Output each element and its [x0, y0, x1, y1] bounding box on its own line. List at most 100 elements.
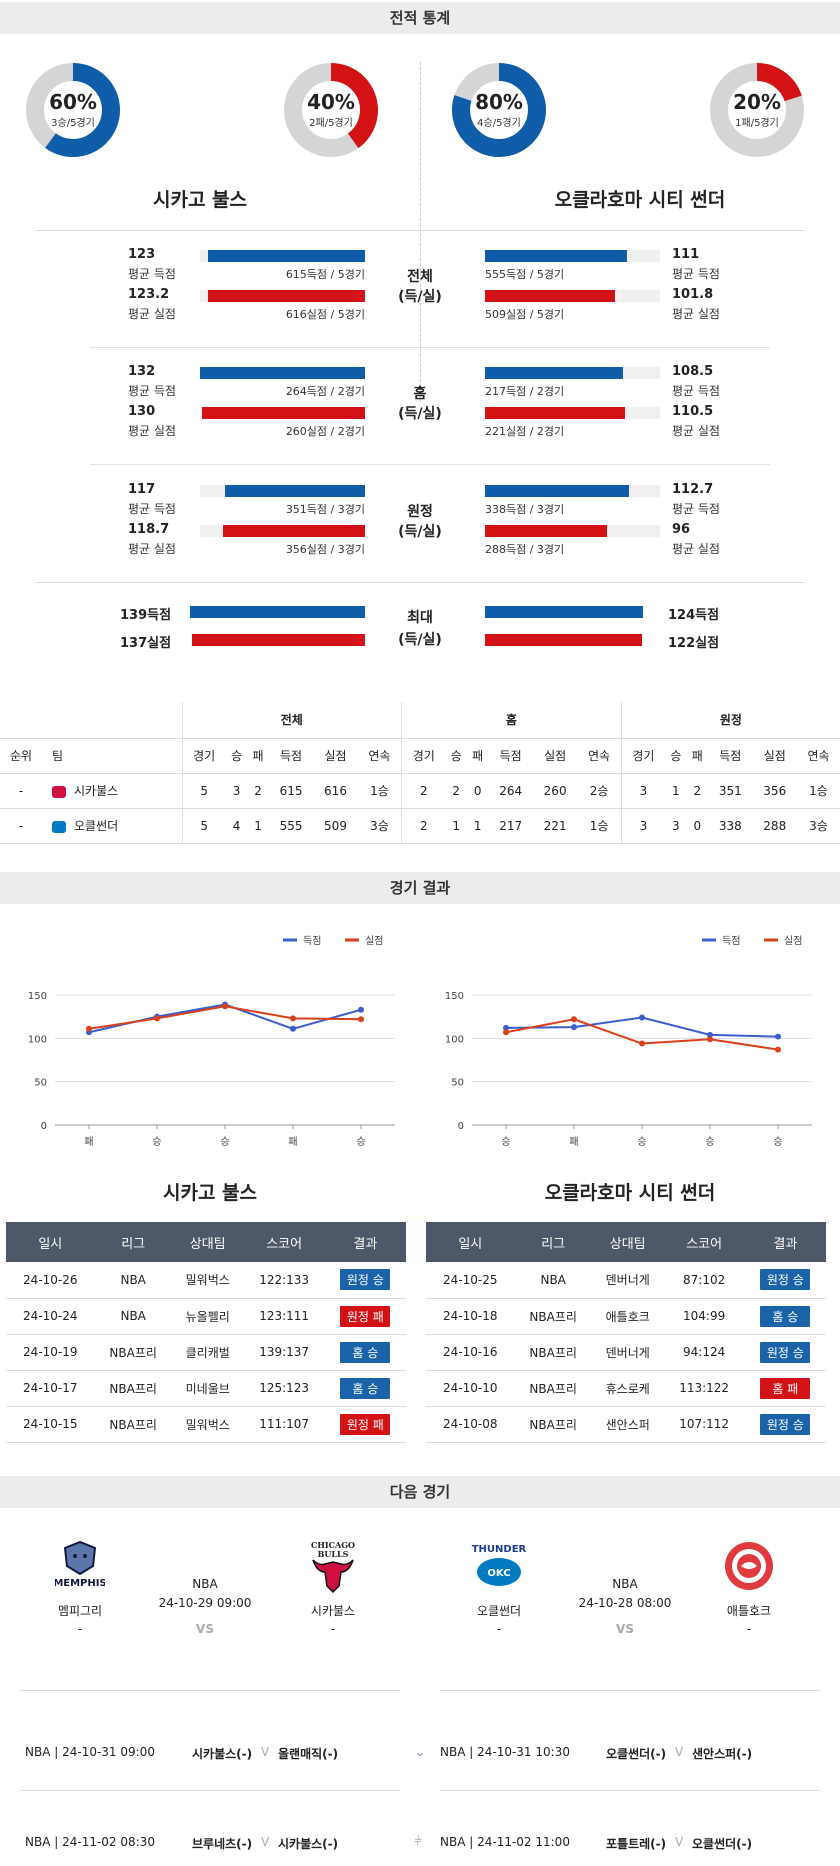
conceded-point[interactable]	[775, 1046, 781, 1053]
legend-conceded: 실점	[365, 935, 383, 947]
stat-cell: 2	[401, 808, 446, 844]
fixture-right-home[interactable]: 포틀트레(-)	[606, 1837, 667, 1851]
memphis-logo[interactable]: MEMPHIS	[53, 1540, 107, 1595]
chevron-down-icon[interactable]: ⫩	[414, 1834, 423, 1850]
left-stat-label: 평균 득점	[128, 384, 176, 398]
donut-arc	[452, 63, 546, 157]
team-cell[interactable]: 오클썬더	[42, 808, 183, 844]
right-stat-label: 평균 득점	[672, 267, 720, 281]
conceded-point[interactable]	[222, 1003, 228, 1010]
right-stat-bar-text: 221실점 / 2경기	[485, 425, 565, 438]
result-badge: 원정 승	[340, 1269, 391, 1291]
result-league: NBA	[94, 1262, 172, 1299]
conceded-point[interactable]	[707, 1036, 713, 1043]
right-stat-bar	[485, 485, 629, 497]
result-opponent[interactable]: 밀워벅스	[171, 1406, 244, 1443]
result-opponent[interactable]: 휴스로케	[591, 1370, 664, 1407]
left-stat-bar-text: 356실점 / 3경기	[285, 543, 365, 556]
col-header: 승	[665, 738, 687, 774]
conceded-point[interactable]	[154, 1015, 160, 1022]
result-opponent[interactable]: 미네울브	[171, 1370, 244, 1407]
hawks-logo[interactable]	[723, 1540, 775, 1592]
stat-cell: 5	[182, 773, 226, 809]
col-header: 득점	[708, 738, 753, 774]
results-col-header: 리그	[94, 1222, 172, 1262]
conceded-line	[88, 1005, 362, 1030]
scored-point[interactable]	[358, 1006, 364, 1013]
stat-cell: 1승	[357, 773, 403, 809]
result-opponent[interactable]: 덴버너게	[591, 1262, 664, 1299]
group-away: 원정	[621, 702, 840, 739]
left-stat-label: 평균 득점	[128, 502, 176, 516]
chevron-down-icon[interactable]: ⌄	[414, 1744, 426, 1760]
fixture-left-home[interactable]: 브루네츠(-)	[192, 1837, 253, 1851]
next-right-league: NBA	[612, 1577, 638, 1591]
stat-cell: 5	[182, 808, 226, 844]
result-opponent[interactable]: 덴버너게	[591, 1334, 664, 1371]
conceded-point[interactable]	[86, 1025, 92, 1032]
legend-conceded: 실점	[784, 935, 802, 947]
result-opponent[interactable]: 밀워벅스	[171, 1262, 244, 1299]
team-cell[interactable]: 시카불스	[42, 773, 183, 809]
x-tick-label: 승	[501, 1136, 510, 1148]
stat-group-sublabel: (득/실)	[398, 289, 442, 305]
scored-point[interactable]	[639, 1014, 645, 1021]
results-col-header: 리그	[514, 1222, 592, 1262]
result-score: 122:133	[243, 1262, 325, 1299]
col-header: 실점	[752, 738, 797, 774]
y-tick-label: 150	[445, 991, 464, 1002]
fixture-right-home[interactable]: 오클썬더(-)	[606, 1747, 667, 1761]
col-rank: 순위	[0, 738, 42, 774]
max-right-bar	[485, 634, 642, 646]
stat-cell: 4	[225, 808, 248, 844]
result-opponent[interactable]: 클리캐벌	[171, 1334, 244, 1371]
result-league: NBA	[514, 1262, 592, 1299]
stat-cell: 3	[621, 808, 666, 844]
result-score: 104:99	[663, 1298, 745, 1335]
col-header: 승	[225, 738, 248, 774]
scored-point[interactable]	[775, 1033, 781, 1040]
scored-point[interactable]	[290, 1025, 296, 1032]
result-opponent[interactable]: 뉴올펠리	[171, 1298, 244, 1335]
fixture-left-away[interactable]: 시카불스(-)	[278, 1837, 339, 1851]
fixture-left-info: NBA | 24-10-31 09:00	[25, 1745, 155, 1759]
result-opponent[interactable]: 샌안스퍼	[591, 1406, 664, 1443]
x-tick-label: 승	[356, 1136, 365, 1148]
stat-cell: 221	[532, 808, 578, 844]
col-header: 실점	[313, 738, 358, 774]
result-badge: 홈 패	[760, 1377, 811, 1399]
scored-point[interactable]	[571, 1024, 577, 1031]
x-tick-label: 패	[288, 1136, 297, 1148]
result-badge: 원정 패	[340, 1413, 391, 1435]
right-stat-bar	[485, 250, 627, 262]
x-tick-label: 승	[637, 1136, 646, 1148]
col-header: 연속	[577, 738, 622, 774]
fixture-left-home[interactable]: 시카불스(-)	[192, 1747, 253, 1761]
stat-cell: 1승	[577, 808, 622, 844]
fixture-left-vs: V	[261, 1745, 270, 1759]
result-date: 24-10-16	[426, 1334, 515, 1371]
result-league: NBA프리	[94, 1334, 172, 1371]
result-opponent[interactable]: 애틀호크	[591, 1298, 664, 1335]
conceded-point[interactable]	[571, 1016, 577, 1023]
svg-text:BULLS: BULLS	[318, 1549, 349, 1559]
fixture-right-away[interactable]: 오클썬더(-)	[692, 1837, 753, 1851]
fixture-left-away[interactable]: 올랜매직(-)	[278, 1747, 339, 1761]
scored-point[interactable]	[707, 1031, 713, 1038]
scored-point[interactable]	[503, 1024, 509, 1031]
fixture-right-away[interactable]: 샌안스퍼(-)	[692, 1747, 753, 1761]
conceded-point[interactable]	[290, 1015, 296, 1022]
left-stat-value: 130	[128, 404, 156, 419]
stat-cell: 1	[665, 773, 687, 809]
next-right-time: 24-10-28 08:00	[578, 1596, 672, 1610]
stat-cell: 1	[247, 808, 269, 844]
result-row: 24-10-25 NBA 덴버너게 87:102 원정 승	[426, 1262, 826, 1299]
conceded-point[interactable]	[639, 1040, 645, 1047]
right-stat-bar-text: 217득점 / 2경기	[485, 385, 565, 398]
bulls-logo[interactable]: CHICAGO BULLS	[305, 1538, 361, 1594]
thunder-logo[interactable]: THUNDER OKC	[470, 1540, 528, 1590]
col-header: 패	[247, 738, 269, 774]
conceded-point[interactable]	[358, 1016, 364, 1023]
y-tick-label: 0	[458, 1121, 464, 1132]
conceded-point[interactable]	[503, 1029, 509, 1036]
